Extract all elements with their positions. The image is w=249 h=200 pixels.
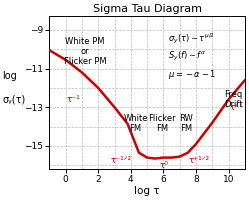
Title: Sigma Tau Diagram: Sigma Tau Diagram: [93, 4, 202, 14]
Text: τ⁺¹: τ⁺¹: [230, 103, 244, 112]
Text: White
FM: White FM: [124, 114, 148, 133]
Text: τ⁰: τ⁰: [160, 161, 169, 170]
Text: $S_y(f) \sim f^{\alpha}$: $S_y(f) \sim f^{\alpha}$: [168, 50, 206, 63]
Text: τ⁺¹ᐟ²: τ⁺¹ᐟ²: [189, 156, 210, 165]
Text: log: log: [2, 71, 17, 81]
Text: τ⁻¹ᐟ²: τ⁻¹ᐟ²: [111, 156, 131, 165]
Text: σᵧ(τ): σᵧ(τ): [2, 95, 26, 105]
Text: τ⁻¹: τ⁻¹: [67, 95, 81, 104]
Text: Flicker
FM: Flicker FM: [148, 114, 176, 133]
Text: $\sigma_y(\tau) \sim \tau^{\mu/2}$: $\sigma_y(\tau) \sim \tau^{\mu/2}$: [168, 32, 215, 46]
Text: $\mu = -\alpha-1$: $\mu = -\alpha-1$: [168, 68, 217, 81]
Text: RW
FM: RW FM: [179, 114, 193, 133]
Text: Freq
Drift: Freq Drift: [224, 90, 243, 109]
X-axis label: log τ: log τ: [134, 186, 160, 196]
Text: White PM
or
Flicker PM: White PM or Flicker PM: [64, 37, 107, 66]
